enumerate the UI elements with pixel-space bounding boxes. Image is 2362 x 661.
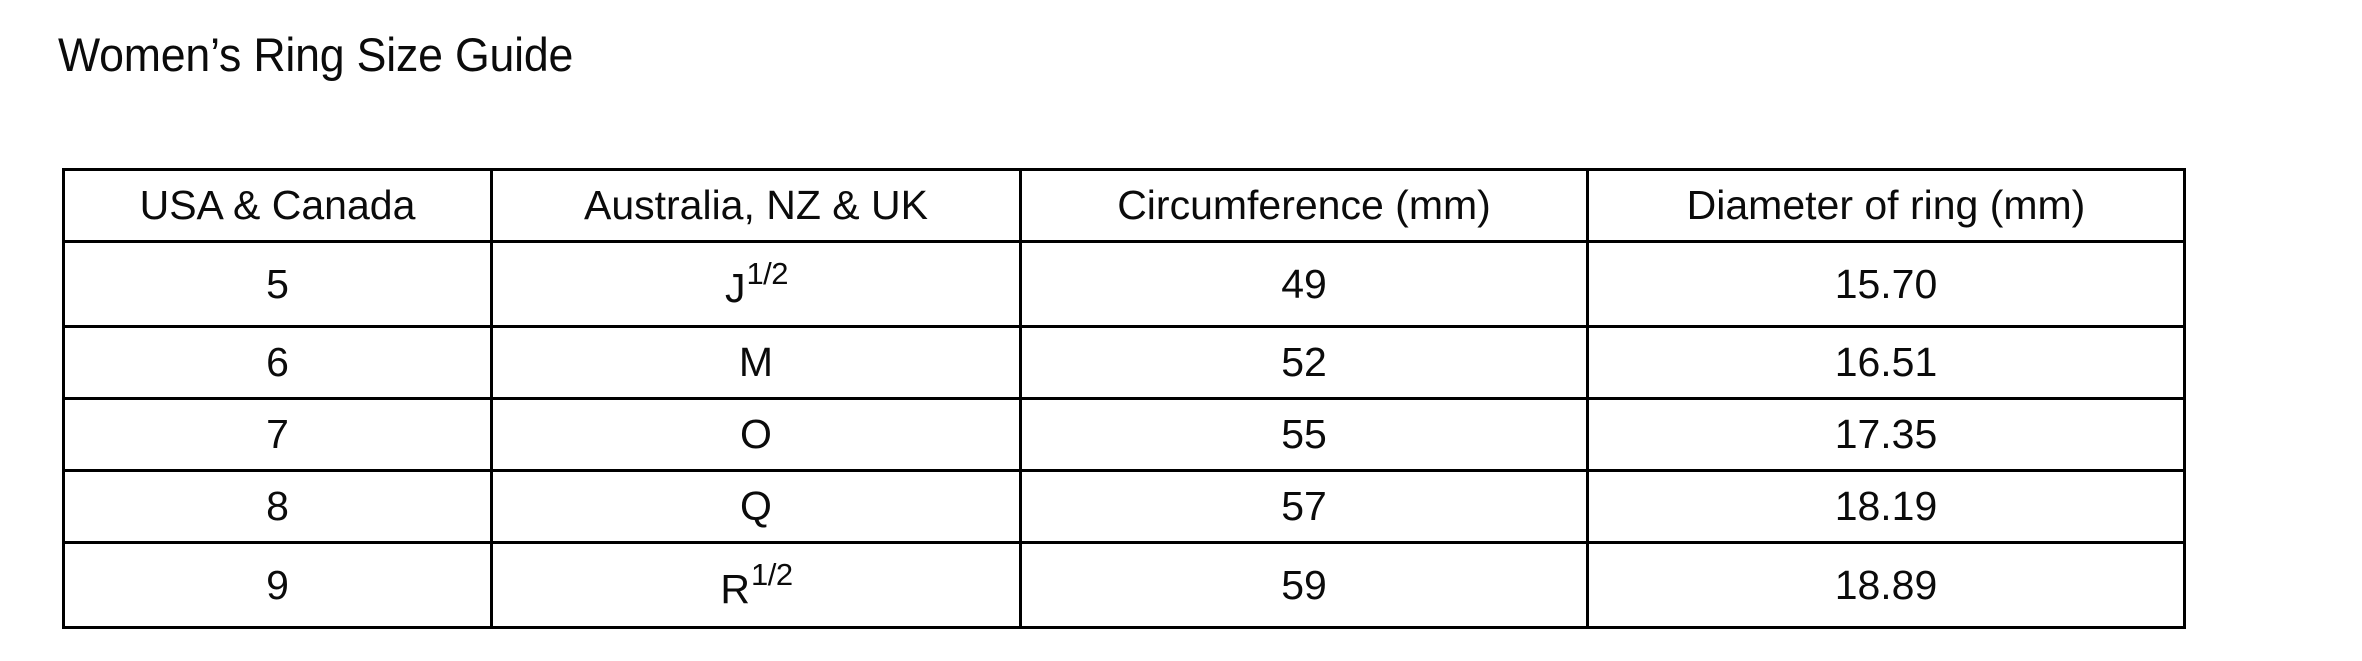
table-header-row: USA & Canada Australia, NZ & UK Circumfe… bbox=[62, 168, 2186, 243]
cell-australia-nz-uk: M bbox=[490, 325, 1022, 400]
cell-usa-canada: 5 bbox=[62, 240, 493, 328]
cell-diameter: 18.89 bbox=[1586, 541, 2186, 629]
cell-australia-nz-uk: J1/2 bbox=[490, 240, 1022, 328]
table-row: 8 Q 57 18.19 bbox=[62, 469, 2186, 544]
cell-circumference: 52 bbox=[1019, 325, 1589, 400]
cell-diameter: 16.51 bbox=[1586, 325, 2186, 400]
cell-circumference: 59 bbox=[1019, 541, 1589, 629]
uk-size-fraction: 1/2 bbox=[746, 256, 789, 291]
column-header-usa-canada: USA & Canada bbox=[62, 168, 493, 243]
cell-circumference: 49 bbox=[1019, 240, 1589, 328]
table-row: 9 R1/2 59 18.89 bbox=[62, 541, 2186, 629]
table-header: USA & Canada Australia, NZ & UK Circumfe… bbox=[62, 168, 2186, 243]
column-header-circumference: Circumference (mm) bbox=[1019, 168, 1589, 243]
cell-diameter: 18.19 bbox=[1586, 469, 2186, 544]
uk-size-fraction: 1/2 bbox=[751, 557, 793, 592]
cell-usa-canada: 9 bbox=[62, 541, 493, 629]
cell-usa-canada: 6 bbox=[62, 325, 493, 400]
cell-australia-nz-uk: R1/2 bbox=[490, 541, 1022, 629]
table-row: 5 J1/2 49 15.70 bbox=[62, 240, 2186, 328]
column-header-australia-nz-uk: Australia, NZ & UK bbox=[490, 168, 1022, 243]
ring-size-table: USA & Canada Australia, NZ & UK Circumfe… bbox=[62, 168, 2186, 629]
cell-australia-nz-uk: O bbox=[490, 397, 1022, 472]
table-body: 5 J1/2 49 15.70 6 M 52 16.51 7 O 55 17.3… bbox=[62, 240, 2186, 629]
table-row: 7 O 55 17.35 bbox=[62, 397, 2186, 472]
cell-usa-canada: 8 bbox=[62, 469, 493, 544]
page-title: Women’s Ring Size Guide bbox=[58, 28, 574, 81]
column-header-diameter: Diameter of ring (mm) bbox=[1586, 168, 2186, 243]
table-row: 6 M 52 16.51 bbox=[62, 325, 2186, 400]
cell-usa-canada: 7 bbox=[62, 397, 493, 472]
cell-circumference: 57 bbox=[1019, 469, 1589, 544]
cell-circumference: 55 bbox=[1019, 397, 1589, 472]
cell-diameter: 17.35 bbox=[1586, 397, 2186, 472]
uk-size-letter: J bbox=[724, 265, 746, 311]
cell-diameter: 15.70 bbox=[1586, 240, 2186, 328]
uk-size-letter: R bbox=[720, 566, 750, 612]
cell-australia-nz-uk: Q bbox=[490, 469, 1022, 544]
